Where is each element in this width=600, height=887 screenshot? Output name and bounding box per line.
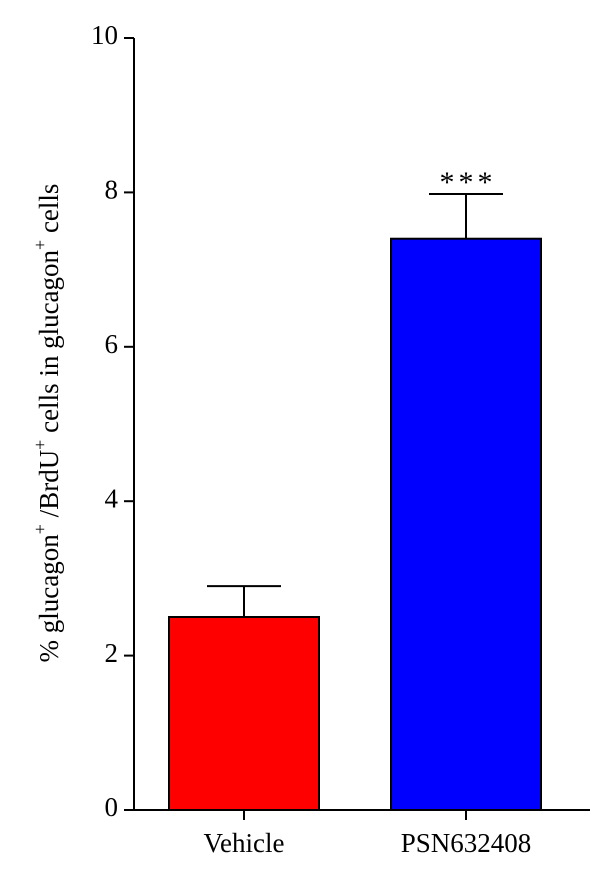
plot-area: 0 2 4 6 8 10 Vehicle PSN632408 *** (91, 20, 590, 858)
y-tick-label-6: 6 (105, 329, 119, 359)
y-axis-title: % glucagon+ /BrdU+ cells in glucagon+ ce… (30, 184, 64, 663)
bar-psn632408 (390, 237, 542, 812)
y-axis-title-part-1: % glucagon (34, 534, 64, 663)
y-tick-label-10: 10 (91, 20, 118, 50)
y-axis-title-sup-2: + (30, 440, 50, 450)
y-axis-title-sup-1: + (30, 524, 50, 534)
y-tick-label-2: 2 (105, 638, 119, 668)
y-axis-title-part-3: cells in glucagon (34, 249, 64, 439)
y-axis-title-part-2: /BrdU (34, 450, 64, 524)
y-tick-label-4: 4 (105, 483, 119, 513)
y-tick-label-8: 8 (105, 175, 119, 205)
y-tick-label-0: 0 (105, 792, 119, 822)
significance-label: *** (440, 166, 497, 199)
y-axis-title-sup-3: + (30, 240, 50, 250)
x-tick-label-psn632408: PSN632408 (401, 828, 532, 858)
x-tick-label-vehicle: Vehicle (204, 828, 285, 858)
y-axis-title-part-4: cells (34, 184, 64, 240)
svg-text:% glucagon+ /BrdU+ cells in gl: % glucagon+ /BrdU+ cells in glucagon+ ce… (30, 184, 64, 663)
bar-vehicle (168, 616, 320, 811)
